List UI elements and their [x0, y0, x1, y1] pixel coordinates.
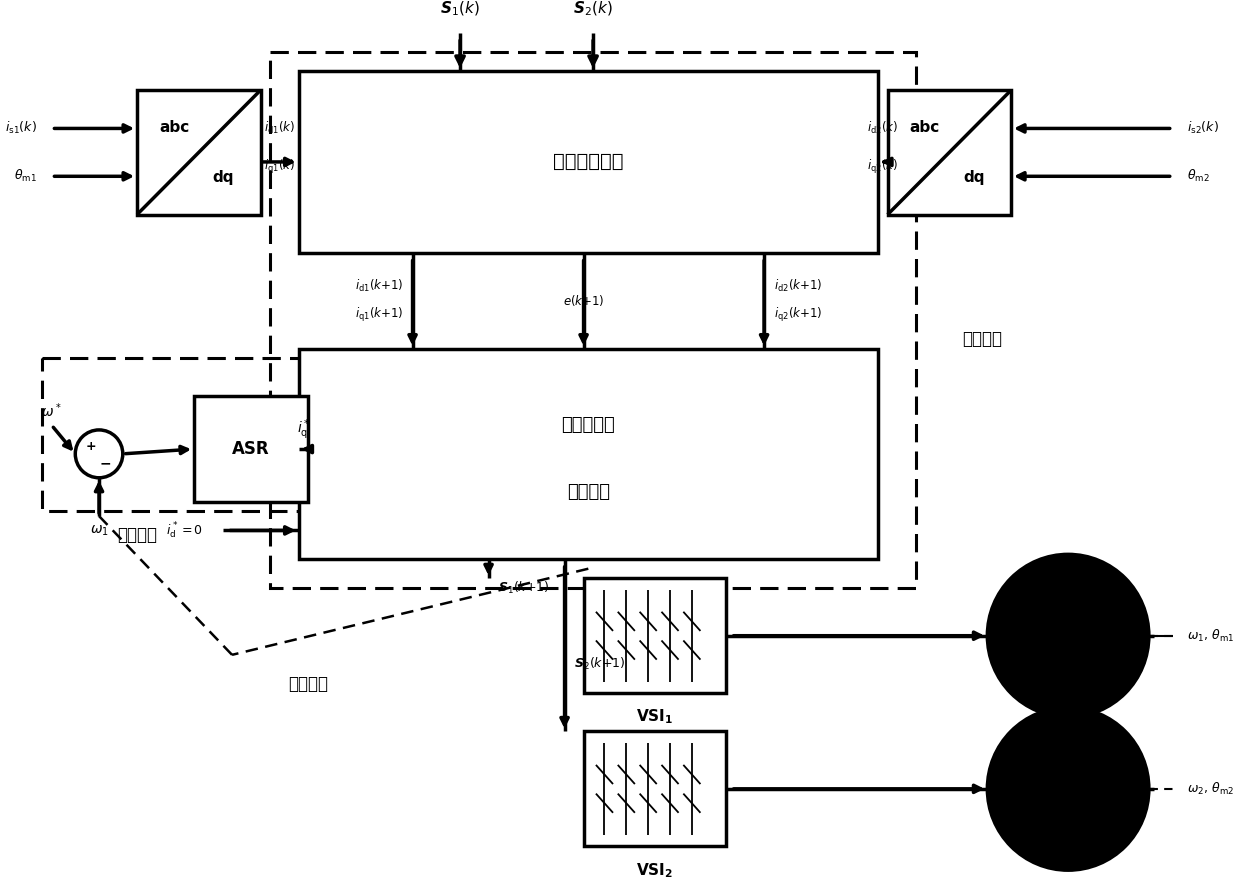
- Text: $i_{\mathrm{d}}^*{=}0$: $i_{\mathrm{d}}^*{=}0$: [166, 521, 203, 540]
- Text: $i_{\mathrm{d2}}(k{+}1)$: $i_{\mathrm{d2}}(k{+}1)$: [774, 278, 822, 294]
- Text: 加权求和型: 加权求和型: [562, 416, 615, 434]
- Bar: [584, 578, 727, 693]
- Bar: [270, 52, 916, 588]
- Circle shape: [1007, 574, 1130, 697]
- Text: $i_{\mathrm{s1}}(k)$: $i_{\mathrm{s1}}(k)$: [5, 120, 37, 136]
- Text: abc: abc: [159, 120, 190, 135]
- Text: $i_{\mathrm{q1}}(k{+}1)$: $i_{\mathrm{q1}}(k{+}1)$: [355, 306, 403, 324]
- Text: $\boldsymbol{S}_2(k)$: $\boldsymbol{S}_2(k)$: [573, 0, 613, 19]
- Bar: [299, 348, 878, 560]
- Circle shape: [1049, 770, 1087, 808]
- Text: $\mathbf{VSI}_\mathbf{1}$: $\mathbf{VSI}_\mathbf{1}$: [636, 708, 673, 727]
- Text: 速度外环: 速度外环: [117, 526, 157, 545]
- Text: $\omega^*$: $\omega^*$: [41, 401, 62, 420]
- Text: $\boldsymbol{S}_1(k{+}1)$: $\boldsymbol{S}_1(k{+}1)$: [498, 580, 549, 596]
- Circle shape: [1025, 746, 1111, 832]
- Circle shape: [1064, 631, 1073, 641]
- Text: 滚动优化: 滚动优化: [962, 330, 1003, 348]
- Text: $\theta_{\mathrm{m1}}$: $\theta_{\mathrm{m1}}$: [15, 168, 37, 185]
- Text: −: −: [100, 456, 112, 470]
- Text: $i_{\mathrm{q}}^*$: $i_{\mathrm{q}}^*$: [296, 417, 310, 442]
- Text: 反馈输出: 反馈输出: [288, 674, 329, 692]
- Text: $\theta_{\mathrm{m2}}$: $\theta_{\mathrm{m2}}$: [1187, 168, 1210, 185]
- Text: $e(k{+}1)$: $e(k{+}1)$: [563, 293, 604, 309]
- Bar: [888, 90, 1011, 215]
- Text: 统一预测模型: 统一预测模型: [553, 152, 624, 171]
- Text: $i_{\mathrm{d2}}(k)$: $i_{\mathrm{d2}}(k)$: [867, 120, 898, 136]
- Text: $i_{\mathrm{s2}}(k)$: $i_{\mathrm{s2}}(k)$: [1187, 120, 1219, 136]
- Text: $\omega_1$: $\omega_1$: [89, 523, 108, 537]
- Text: abc: abc: [909, 120, 940, 135]
- Circle shape: [1025, 592, 1111, 679]
- Circle shape: [987, 554, 1149, 717]
- Circle shape: [1007, 727, 1130, 851]
- Bar: [584, 731, 727, 846]
- Text: ASR: ASR: [232, 440, 270, 458]
- Text: dq: dq: [213, 170, 234, 185]
- Text: +: +: [86, 439, 95, 453]
- Text: $\mathbf{VSI}_\mathbf{2}$: $\mathbf{VSI}_\mathbf{2}$: [636, 861, 673, 880]
- Text: $\boldsymbol{S}_2(k{+}1)$: $\boldsymbol{S}_2(k{+}1)$: [574, 656, 625, 673]
- Circle shape: [1049, 616, 1087, 655]
- Text: $\omega_1,\,\theta_{\mathrm{m1}}$: $\omega_1,\,\theta_{\mathrm{m1}}$: [1187, 628, 1235, 644]
- Text: $\omega_2,\,\theta_{\mathrm{m2}}$: $\omega_2,\,\theta_{\mathrm{m2}}$: [1187, 781, 1235, 796]
- Text: $i_{\mathrm{q1}}(k)$: $i_{\mathrm{q1}}(k)$: [264, 157, 295, 176]
- Text: $i_{\mathrm{d1}}(k{+}1)$: $i_{\mathrm{d1}}(k{+}1)$: [355, 278, 403, 294]
- Bar: [299, 71, 878, 253]
- Bar: [138, 90, 260, 215]
- Circle shape: [987, 707, 1149, 870]
- Text: $i_{\mathrm{q2}}(k)$: $i_{\mathrm{q2}}(k)$: [867, 157, 898, 176]
- Text: 价值函数: 价值函数: [567, 484, 610, 501]
- Circle shape: [1064, 784, 1073, 794]
- Bar: [193, 396, 308, 502]
- Text: $i_{\mathrm{d1}}(k)$: $i_{\mathrm{d1}}(k)$: [264, 120, 295, 136]
- Text: $\boldsymbol{S}_1(k)$: $\boldsymbol{S}_1(k)$: [440, 0, 480, 19]
- Bar: [42, 358, 308, 511]
- Text: $i_{\mathrm{q2}}(k{+}1)$: $i_{\mathrm{q2}}(k{+}1)$: [774, 306, 822, 324]
- Text: dq: dq: [963, 170, 985, 185]
